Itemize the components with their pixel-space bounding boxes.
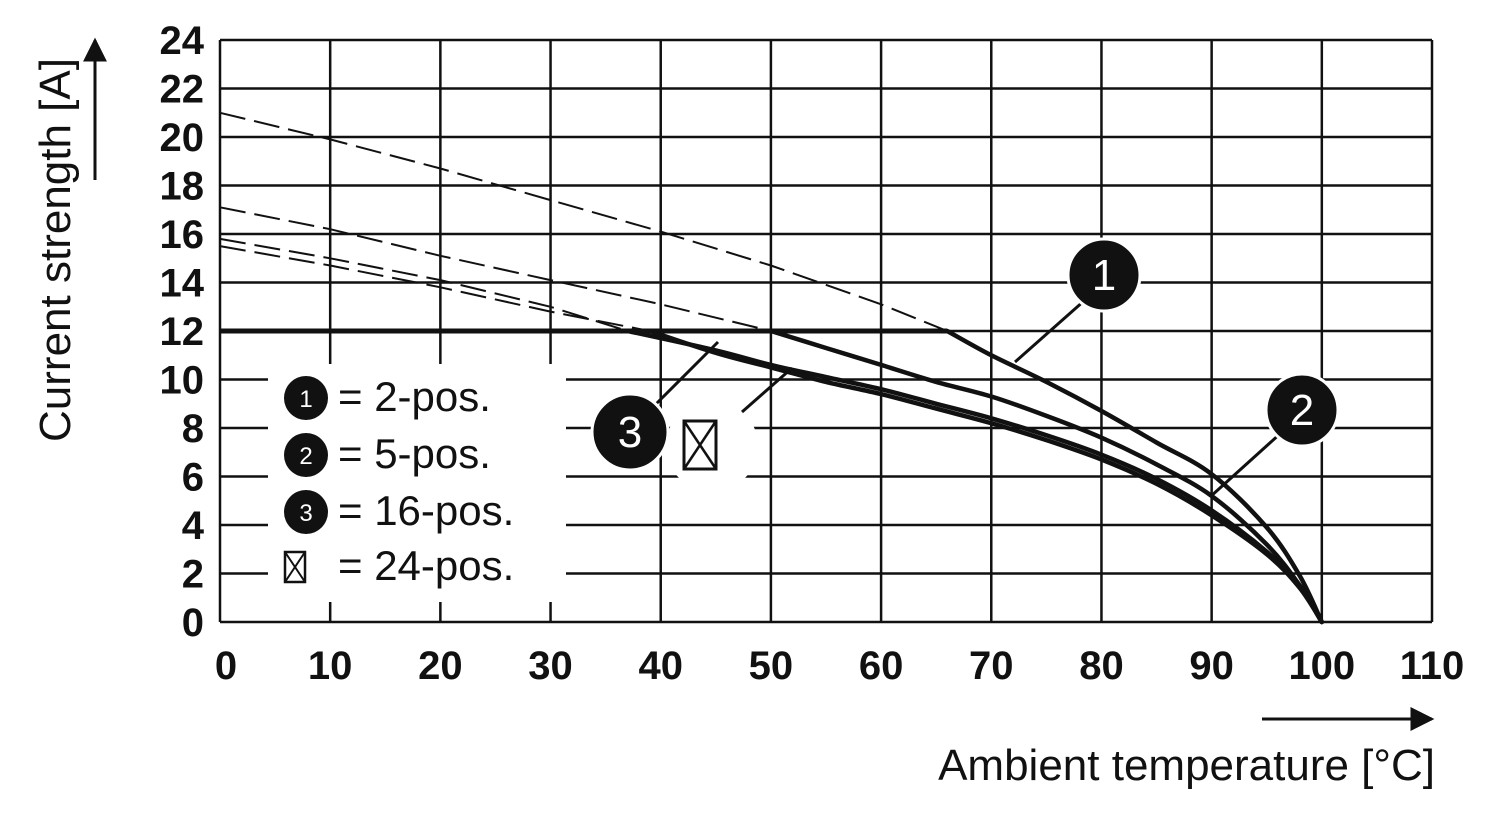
x-tick-60: 60 (859, 644, 904, 688)
badge-curve-2-label: 2 (1290, 386, 1314, 435)
grid (218, 38, 1434, 624)
y-tick-10: 10 (160, 359, 205, 403)
x-tick-0: 0 (215, 644, 237, 688)
y-tick-22: 22 (160, 68, 205, 112)
legend-marker-2: 2 (299, 443, 312, 470)
y-tick-18: 18 (160, 165, 205, 209)
x-tick-50: 50 (749, 644, 794, 688)
box-x-icon (682, 419, 718, 471)
series-2-line (768, 328, 1325, 625)
legend-marker-3: 3 (299, 500, 312, 527)
legend-label-3: = 16-pos. (338, 487, 514, 534)
legend-label-1: = 2-pos. (338, 373, 491, 420)
y-axis-label: Current strength [A] (31, 58, 80, 442)
badge-box-x-bg (666, 400, 758, 492)
x-tick-90: 90 (1189, 644, 1234, 688)
y-tick-8: 8 (182, 407, 204, 451)
x-tick-40: 40 (638, 644, 683, 688)
badge-curve-1: 1 (1014, 237, 1142, 364)
x-tick-10: 10 (308, 644, 353, 688)
legend-item-2: 2 = 5-pos. (284, 430, 491, 477)
legend-item-1: 1 = 2-pos. (284, 373, 491, 420)
x-tick-20: 20 (418, 644, 463, 688)
box-x-icon (283, 550, 307, 584)
y-tick-24: 24 (160, 19, 205, 63)
badge-curve-1-label: 1 (1092, 251, 1116, 300)
legend-label-2: = 5-pos. (338, 430, 491, 477)
series-box-x-dashed (219, 245, 650, 332)
x-tick-100: 100 (1288, 644, 1355, 688)
series-1-line (944, 328, 1325, 625)
badge-curve-2: 2 (1208, 372, 1340, 499)
badge-curve-3: 3 (590, 340, 793, 492)
y-tick-2: 2 (182, 553, 204, 597)
legend-item-4: = 24-pos. (283, 542, 514, 589)
y-tick-6: 6 (182, 456, 204, 500)
y-tick-14: 14 (160, 262, 205, 306)
legend-label-4: = 24-pos. (338, 542, 514, 589)
series-1-dashed (219, 111, 948, 332)
badge-curve-3-label: 3 (618, 408, 642, 457)
series-3-dashed (219, 237, 628, 332)
y-tick-0: 0 (182, 601, 204, 645)
x-axis-label: Ambient temperature [°C] (938, 741, 1435, 790)
y-tick-16: 16 (160, 213, 205, 257)
x-tick-30: 30 (528, 644, 573, 688)
x-tick-110: 110 (1400, 644, 1465, 688)
x-tick-80: 80 (1079, 644, 1124, 688)
series-box-x-line (647, 328, 1325, 625)
series-2-dashed (219, 206, 772, 332)
legend-item-3: 3 = 16-pos. (284, 487, 514, 534)
legend: 1 = 2-pos. 2 = 5-pos. 3 = 16-pos. = 24-p… (268, 364, 566, 602)
x-tick-labels: 0 10 20 30 40 50 60 70 80 90 100 110 (215, 644, 1464, 688)
x-tick-70: 70 (969, 644, 1014, 688)
y-tick-12: 12 (160, 310, 205, 354)
legend-marker-1: 1 (299, 386, 312, 413)
y-tick-4: 4 (182, 504, 205, 548)
plot-lines (219, 111, 1325, 625)
y-tick-20: 20 (160, 116, 205, 160)
